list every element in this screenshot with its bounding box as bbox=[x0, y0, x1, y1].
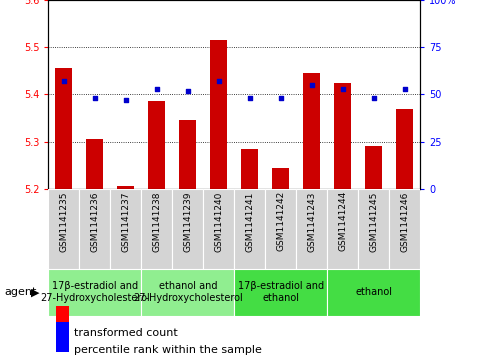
Text: GSM1141242: GSM1141242 bbox=[276, 191, 285, 252]
Bar bbox=[210, 40, 227, 189]
Text: GSM1141240: GSM1141240 bbox=[214, 191, 223, 252]
Bar bbox=[110, 189, 142, 269]
Bar bbox=[272, 168, 289, 189]
Text: ethanol and
27-Hydroxycholesterol: ethanol and 27-Hydroxycholesterol bbox=[133, 281, 242, 303]
Bar bbox=[303, 73, 320, 189]
Bar bbox=[56, 322, 69, 352]
Bar bbox=[148, 102, 165, 189]
Bar bbox=[203, 189, 234, 269]
Text: GSM1141239: GSM1141239 bbox=[183, 191, 192, 252]
Bar bbox=[86, 139, 103, 189]
Point bbox=[60, 78, 68, 84]
Text: transformed count: transformed count bbox=[74, 328, 178, 338]
Bar bbox=[234, 269, 327, 316]
Bar bbox=[365, 146, 382, 189]
Point bbox=[153, 86, 161, 91]
Point bbox=[122, 97, 129, 103]
Bar bbox=[389, 189, 420, 269]
Point bbox=[184, 88, 192, 94]
Bar bbox=[48, 269, 142, 316]
Text: 17β-estradiol and
ethanol: 17β-estradiol and ethanol bbox=[238, 281, 324, 303]
Text: GSM1141245: GSM1141245 bbox=[369, 191, 378, 252]
Point bbox=[370, 95, 378, 101]
Bar bbox=[56, 306, 69, 336]
Bar bbox=[117, 187, 134, 189]
Point bbox=[277, 95, 284, 101]
Text: GSM1141246: GSM1141246 bbox=[400, 191, 409, 252]
Text: GSM1141238: GSM1141238 bbox=[152, 191, 161, 252]
Point bbox=[91, 95, 99, 101]
Bar bbox=[172, 189, 203, 269]
Text: ▶: ▶ bbox=[31, 287, 40, 297]
Bar bbox=[358, 189, 389, 269]
Point bbox=[401, 86, 409, 91]
Bar bbox=[79, 189, 110, 269]
Bar bbox=[179, 121, 196, 189]
Bar bbox=[265, 189, 296, 269]
Text: percentile rank within the sample: percentile rank within the sample bbox=[74, 344, 262, 355]
Bar bbox=[55, 69, 72, 189]
Text: GSM1141243: GSM1141243 bbox=[307, 191, 316, 252]
Bar bbox=[296, 189, 327, 269]
Point bbox=[215, 78, 223, 84]
Text: GSM1141235: GSM1141235 bbox=[59, 191, 68, 252]
Text: GSM1141244: GSM1141244 bbox=[338, 191, 347, 252]
Bar bbox=[334, 83, 351, 189]
Text: GSM1141236: GSM1141236 bbox=[90, 191, 99, 252]
Text: GSM1141241: GSM1141241 bbox=[245, 191, 254, 252]
Text: ethanol: ethanol bbox=[355, 287, 392, 297]
Point bbox=[339, 86, 347, 91]
Text: 17β-estradiol and
27-Hydroxycholesterol: 17β-estradiol and 27-Hydroxycholesterol bbox=[40, 281, 150, 303]
Text: agent: agent bbox=[5, 287, 37, 297]
Text: GSM1141237: GSM1141237 bbox=[121, 191, 130, 252]
Point bbox=[308, 82, 315, 88]
Bar bbox=[141, 269, 234, 316]
Bar bbox=[241, 149, 258, 189]
Bar bbox=[141, 189, 172, 269]
Bar bbox=[327, 269, 420, 316]
Bar bbox=[48, 189, 79, 269]
Bar bbox=[327, 189, 358, 269]
Bar bbox=[396, 109, 413, 189]
Bar bbox=[234, 189, 265, 269]
Point bbox=[246, 95, 254, 101]
